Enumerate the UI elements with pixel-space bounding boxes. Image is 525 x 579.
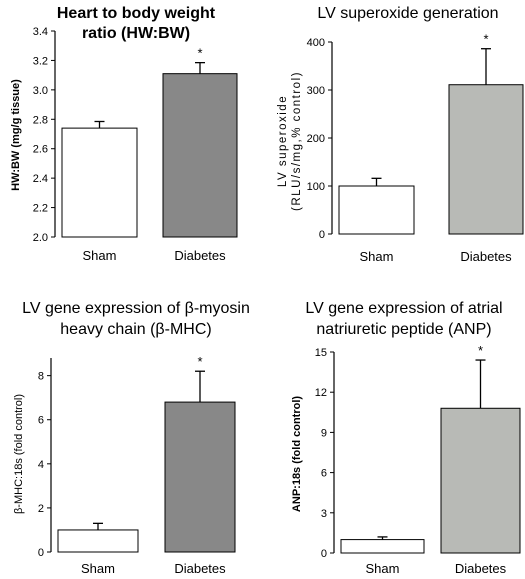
panel-anp-title-line2: natriuretic peptide (ANP) — [316, 321, 491, 338]
significance-marker: * — [483, 32, 488, 47]
panel-anp-ylabel: ANP:18s (fold control) — [291, 396, 303, 512]
bar-diabetes — [448, 84, 524, 235]
panel-beta-mhc-title-line2: heavy chain (β-MHC) — [60, 321, 211, 338]
category-label-diabetes: Diabetes — [460, 249, 512, 264]
panel-beta-mhc-y-tick-label: 0 — [38, 547, 44, 559]
panel-hw-bw-y-tick-label: 2.8 — [33, 114, 48, 126]
panel-hw-bw-y-tick-label: 2.0 — [33, 232, 48, 244]
bar-diabetes — [440, 407, 521, 554]
panel-anp-y-tick-label: 6 — [321, 468, 327, 480]
panel-hw-bw-y-tick-label: 3.2 — [33, 55, 48, 67]
panel-hw-bw-y-tick-label: 3.0 — [33, 85, 48, 97]
category-label-sham: Sham — [366, 561, 400, 576]
panel-hw-bw-y-tick-label: 2.6 — [33, 144, 48, 156]
panel-anp-y-tick-label: 9 — [321, 427, 327, 439]
panel-superoxide-plot: 0 100 200 300 400 Sham * Diabetes — [307, 32, 524, 264]
panel-beta-mhc-y-tick-label: 4 — [38, 459, 44, 471]
category-label-diabetes: Diabetes — [174, 248, 226, 263]
category-label-diabetes: Diabetes — [455, 561, 507, 576]
panel-hw-bw-y-tick-label: 2.4 — [33, 173, 48, 185]
panel-superoxide-y-tick-label: 400 — [307, 37, 325, 49]
panel-hw-bw: Heart to body weight ratio (HW:BW) HW:BW… — [10, 5, 238, 263]
panel-hw-bw-y-tick-label: 2.2 — [33, 203, 48, 215]
panel-hw-bw-ylabel: HW:BW (mg/g tissue) — [10, 79, 22, 191]
bar-sham — [340, 539, 425, 554]
bar-diabetes — [164, 401, 236, 553]
panel-hw-bw-title-line1: Heart to body weight — [57, 5, 216, 22]
significance-marker: * — [197, 46, 202, 61]
bar-sham — [61, 127, 138, 238]
panel-hw-bw-plot: 2.0 2.2 2.4 2.6 2.8 3.0 3.2 3.4 Sham * Diabetes — [33, 26, 238, 263]
significance-marker: * — [478, 343, 483, 358]
panel-superoxide-ylabel-line1: LV superoxide — [277, 95, 289, 187]
panel-superoxide-y-tick-label: 100 — [307, 181, 325, 193]
panel-superoxide: LV superoxide generation LV superoxide (… — [277, 5, 524, 264]
panel-superoxide-y-tick-label: 300 — [307, 85, 325, 97]
panel-superoxide-title: LV superoxide generation — [317, 5, 498, 22]
panel-anp-y-tick-label: 3 — [321, 508, 327, 520]
significance-marker: * — [197, 354, 202, 369]
panel-anp-y-tick-label: 12 — [315, 387, 327, 399]
panel-superoxide-y-tick-label: 0 — [319, 229, 325, 241]
category-label-sham: Sham — [83, 248, 117, 263]
panel-beta-mhc-title-line1: LV gene expression of β-myosin — [22, 300, 250, 317]
panel-hw-bw-y-tick-label: 3.4 — [33, 26, 48, 38]
panel-anp-y-tick-label: 0 — [321, 548, 327, 560]
bar-sham — [57, 529, 139, 553]
bar-sham — [338, 185, 415, 235]
panel-beta-mhc-y-tick-label: 8 — [38, 371, 44, 383]
bar-diabetes — [162, 73, 238, 238]
panel-beta-mhc-y-tick-label: 2 — [38, 503, 44, 515]
panel-anp: LV gene expression of atrial natriuretic… — [291, 300, 521, 576]
category-label-sham: Sham — [360, 249, 394, 264]
panel-superoxide-y-tick-label: 200 — [307, 133, 325, 145]
panel-anp-plot: 0 3 6 9 12 15 Sham * Diabetes — [315, 343, 521, 576]
panel-anp-title-line1: LV gene expression of atrial — [305, 300, 502, 317]
panel-anp-y-tick-label: 15 — [315, 347, 327, 359]
panel-hw-bw-title-line2: ratio (HW:BW) — [82, 25, 190, 42]
panel-beta-mhc: LV gene expression of β-myosin heavy cha… — [13, 300, 250, 576]
panel-beta-mhc-ylabel: β-MHC:18s (fold control) — [13, 394, 25, 514]
category-label-diabetes: Diabetes — [174, 561, 226, 576]
panel-beta-mhc-plot: 0 2 4 6 8 Sham * Diabetes — [38, 354, 236, 576]
panel-superoxide-ylabel-line2: (RLU/s/mg,% control) — [291, 71, 303, 211]
category-label-sham: Sham — [81, 561, 115, 576]
panel-beta-mhc-y-tick-label: 6 — [38, 415, 44, 427]
